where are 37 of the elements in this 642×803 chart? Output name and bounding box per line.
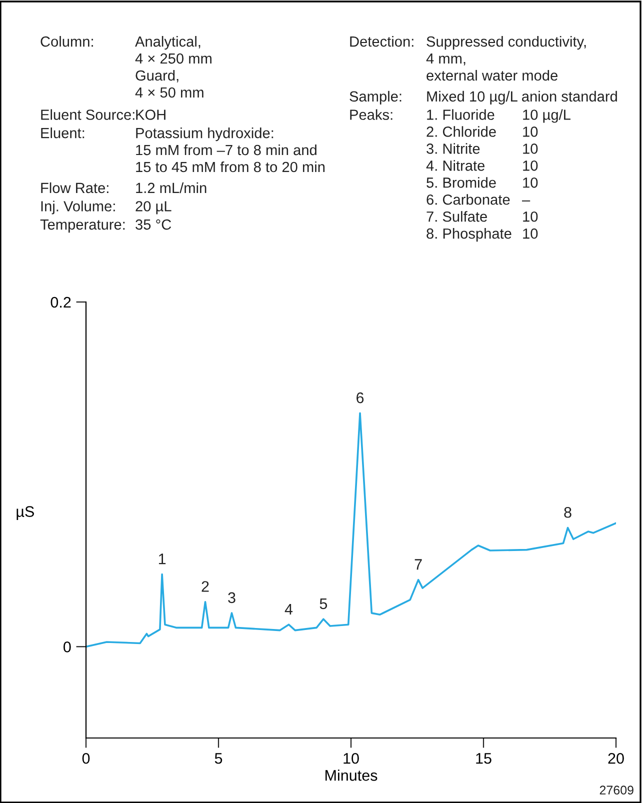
y-axis-title: µS: [16, 506, 34, 520]
text: Eluent:: [41, 128, 84, 138]
text: Inj. Volume:: [41, 200, 115, 214]
annotation: 4: [284, 604, 293, 614]
text: Temperature:: [40, 220, 125, 233]
y-tick-label: 0.2: [50, 296, 71, 308]
annotation: 6: [356, 392, 364, 404]
text: Flow Rate:: [41, 182, 108, 194]
text: 20 µL: [136, 201, 172, 214]
text: Analytical, 4 × 250 mm Guard, 4 × 50 mm: [135, 36, 212, 98]
x-tick-label: 10: [344, 752, 359, 764]
text: 35 °C: [136, 219, 172, 230]
x-tick-label: 15: [476, 753, 492, 764]
text: Sample:: [350, 90, 402, 104]
text: KOH: [136, 110, 166, 120]
annotation: 1: [158, 554, 166, 564]
x-tick-label: 0: [82, 752, 90, 764]
annotation: 7: [414, 559, 422, 570]
text: Column:: [40, 36, 93, 47]
text: Peaks:: [350, 109, 392, 120]
text: Suppressed conductivity, 4 mm, external water mode: [426, 36, 586, 81]
x-axis-title: Minutes: [326, 770, 378, 781]
text: Eluent Source:: [41, 109, 134, 120]
text: Potassium hydroxide: 15 mM from –7 to 8 min and 15 to 45 mM from 8 to 20 min: [136, 128, 325, 172]
x-tick-label: 20: [608, 752, 624, 764]
text: Detection:: [350, 36, 414, 47]
annotation: 3: [228, 592, 236, 604]
line-series: [86, 412, 616, 648]
text: 10 µg/L 10 10 10 10 – 10 10: [522, 109, 570, 239]
text: 1. Fluoride 2. Chloride 3. Nitrite 4. Nitrate 5. Bromide 6. Carbonate 7. Sulfate 8. Phosphate: [426, 109, 512, 242]
x-tick-label: 5: [214, 753, 222, 764]
annotation: 2: [202, 581, 209, 592]
text: 1.2 mL/min: [136, 182, 206, 194]
text: Mixed 10 µg/L anion standard: [427, 90, 617, 104]
text: 27609: [600, 786, 634, 795]
annotation: 8: [564, 506, 572, 518]
annotation: 5: [320, 598, 328, 610]
